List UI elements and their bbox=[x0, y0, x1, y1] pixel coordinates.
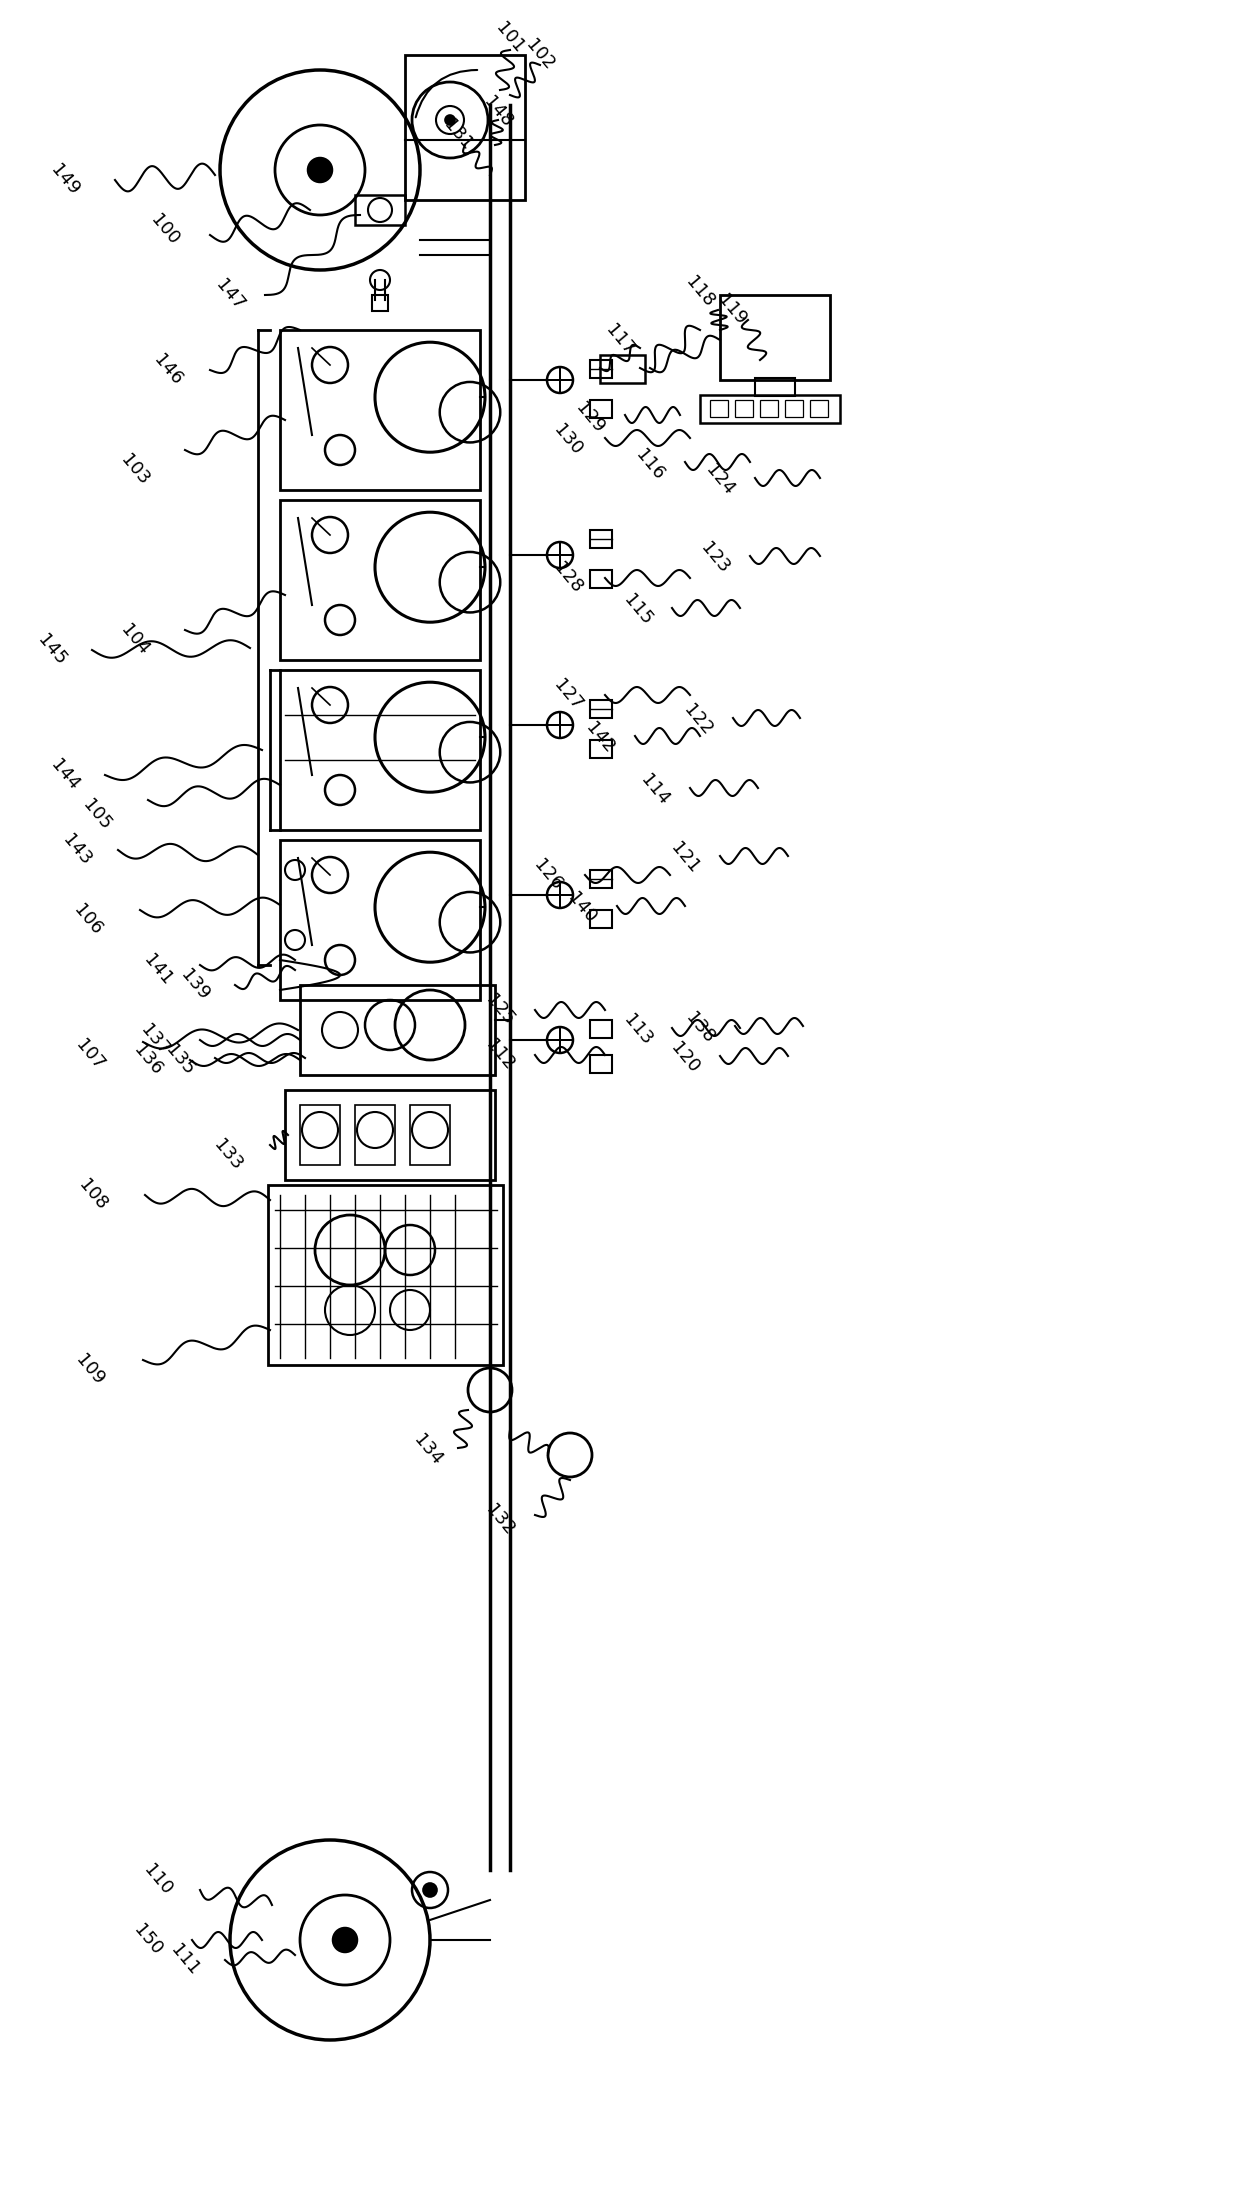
Bar bbox=[590, 739, 613, 757]
Bar bbox=[590, 700, 613, 717]
Text: 128: 128 bbox=[551, 558, 587, 596]
Text: 108: 108 bbox=[76, 1176, 110, 1214]
Bar bbox=[590, 360, 613, 377]
Bar bbox=[280, 331, 480, 490]
Bar bbox=[590, 569, 613, 587]
Text: 123: 123 bbox=[697, 539, 733, 576]
Text: 144: 144 bbox=[47, 757, 83, 795]
Text: 105: 105 bbox=[79, 797, 115, 834]
Text: 138: 138 bbox=[682, 1009, 718, 1046]
Text: 109: 109 bbox=[72, 1351, 108, 1388]
Text: 100: 100 bbox=[148, 212, 182, 249]
Text: 146: 146 bbox=[150, 351, 186, 388]
Text: 140: 140 bbox=[564, 889, 600, 927]
Bar bbox=[355, 1106, 396, 1165]
Text: 118: 118 bbox=[682, 274, 718, 311]
Text: 106: 106 bbox=[71, 900, 105, 938]
Bar bbox=[760, 399, 777, 417]
Text: 134: 134 bbox=[410, 1430, 446, 1470]
Text: 101: 101 bbox=[492, 20, 528, 57]
Text: 104: 104 bbox=[117, 620, 153, 660]
Text: 141: 141 bbox=[140, 951, 176, 989]
Bar bbox=[711, 399, 728, 417]
Text: 107: 107 bbox=[72, 1035, 108, 1075]
Bar bbox=[300, 984, 495, 1075]
Bar bbox=[785, 399, 804, 417]
Text: 110: 110 bbox=[140, 1861, 176, 1898]
Text: 143: 143 bbox=[60, 832, 95, 870]
Bar bbox=[372, 296, 388, 311]
Text: 112: 112 bbox=[482, 1035, 518, 1075]
Text: 129: 129 bbox=[572, 399, 608, 437]
Text: 115: 115 bbox=[620, 591, 656, 629]
Bar bbox=[300, 1106, 340, 1165]
Text: 113: 113 bbox=[620, 1011, 656, 1048]
Bar bbox=[285, 1090, 495, 1181]
Bar bbox=[810, 399, 828, 417]
Bar bbox=[590, 530, 613, 547]
Text: 103: 103 bbox=[117, 450, 153, 490]
Text: 149: 149 bbox=[47, 161, 83, 199]
Bar bbox=[590, 909, 613, 927]
Text: 139: 139 bbox=[177, 967, 213, 1004]
Bar bbox=[590, 1020, 613, 1037]
Text: 125: 125 bbox=[482, 991, 518, 1028]
Text: 135: 135 bbox=[162, 1042, 198, 1079]
Circle shape bbox=[334, 1929, 357, 1951]
Bar bbox=[720, 296, 830, 380]
Bar bbox=[410, 1106, 450, 1165]
Text: 120: 120 bbox=[667, 1039, 703, 1077]
Text: 121: 121 bbox=[667, 839, 703, 876]
Text: 142: 142 bbox=[582, 719, 618, 757]
Bar bbox=[590, 399, 613, 417]
Text: 124: 124 bbox=[702, 461, 738, 499]
Text: 130: 130 bbox=[551, 422, 585, 459]
Bar bbox=[735, 399, 753, 417]
Text: 137: 137 bbox=[138, 1022, 172, 1059]
Text: 114: 114 bbox=[637, 770, 673, 810]
Text: 136: 136 bbox=[130, 1042, 166, 1079]
Text: 111: 111 bbox=[167, 1942, 203, 1980]
Bar bbox=[280, 841, 480, 1000]
Text: 102: 102 bbox=[522, 35, 558, 73]
Text: 131: 131 bbox=[440, 117, 476, 154]
Text: 126: 126 bbox=[529, 856, 565, 894]
Text: 148: 148 bbox=[480, 93, 516, 130]
Bar bbox=[268, 1185, 503, 1364]
Text: 133: 133 bbox=[210, 1137, 246, 1174]
Text: 145: 145 bbox=[33, 631, 69, 669]
Text: 132: 132 bbox=[482, 1501, 518, 1538]
Bar bbox=[600, 355, 645, 384]
Text: 119: 119 bbox=[714, 291, 750, 329]
Bar bbox=[590, 870, 613, 887]
Bar bbox=[701, 395, 839, 424]
Text: 150: 150 bbox=[130, 1920, 166, 1960]
Circle shape bbox=[423, 1883, 436, 1898]
Bar bbox=[755, 377, 795, 395]
Text: 117: 117 bbox=[603, 320, 637, 360]
Circle shape bbox=[445, 115, 455, 126]
Bar bbox=[590, 1055, 613, 1073]
Bar bbox=[280, 501, 480, 660]
Bar bbox=[355, 194, 405, 225]
Circle shape bbox=[308, 159, 332, 181]
Bar bbox=[405, 55, 525, 201]
Text: 127: 127 bbox=[551, 675, 587, 713]
Text: 147: 147 bbox=[212, 276, 248, 313]
Text: 116: 116 bbox=[632, 446, 668, 483]
Text: 122: 122 bbox=[680, 702, 715, 739]
Bar bbox=[280, 671, 480, 830]
